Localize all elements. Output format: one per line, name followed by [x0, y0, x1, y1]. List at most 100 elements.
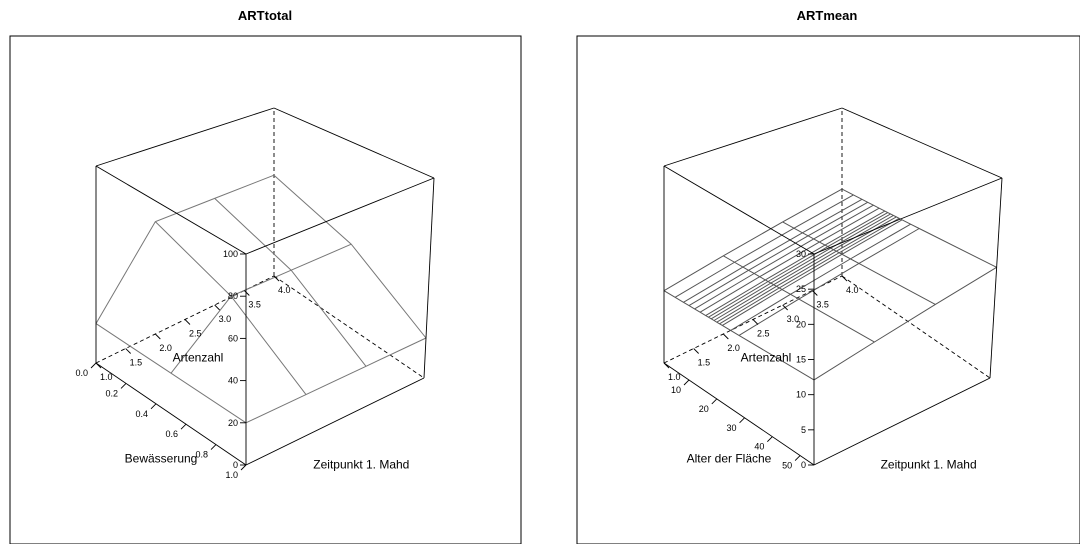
surface-line-x [154, 221, 307, 395]
x-tick-label: 1.0 [100, 372, 113, 382]
x-tick-mark [782, 304, 788, 311]
z-axis-label: Artenzahl [741, 351, 792, 365]
surface-line-y [719, 217, 900, 325]
surface-line-x [723, 255, 875, 343]
surface-line-y [730, 223, 911, 331]
x-tick-label: 3.0 [787, 314, 800, 324]
y-tick-mark [683, 379, 690, 386]
box-edge-top-front [813, 177, 1003, 255]
x-tick-mark [184, 319, 191, 325]
z-tick-label: 20 [796, 319, 806, 329]
x-tick-label: 1.5 [698, 358, 711, 368]
z-tick-label: 0 [801, 460, 806, 470]
x-tick-label: 1.5 [130, 358, 143, 368]
panel-artmean: ARTmean 0 5 10 15 20 25 30 Artenzahl 10 20 30 40 50 A… [576, 8, 1080, 544]
surface-line-y [663, 188, 843, 292]
surface-line-x [214, 198, 367, 367]
x-tick-label: 3.5 [248, 300, 261, 310]
y-tick-mark [180, 423, 187, 430]
z-tick-label: 25 [796, 284, 806, 294]
z-tick-label: 10 [796, 390, 806, 400]
x-tick-mark [663, 362, 670, 369]
box-hidden-edge-right-bottom [273, 275, 425, 379]
z-tick-label: 100 [223, 249, 238, 259]
x-tick-mark [125, 348, 131, 354]
x-axis-label: Zeitpunkt 1. Mahd [881, 458, 977, 472]
x-tick-mark [244, 290, 250, 296]
chart-title-arttotal: ARTtotal [238, 8, 292, 23]
box-edge-top-left [95, 165, 247, 255]
surface-line-y [95, 174, 275, 324]
surface-line-y [674, 194, 854, 298]
surface-line-x [841, 188, 997, 268]
surface-line-y [688, 201, 868, 307]
z-tick-label: 20 [228, 418, 238, 428]
x-tick-mark [155, 333, 161, 340]
y-tick-mark [210, 444, 217, 450]
box-edge-left-bottom [95, 362, 247, 466]
y-tick-label: 10 [671, 385, 681, 395]
surface-line-y [683, 198, 863, 303]
surface-line-y [813, 266, 997, 381]
surface-mesh [663, 188, 997, 381]
box-edge-top-right [273, 107, 435, 179]
z-axis-label: Artenzahl [173, 351, 224, 365]
x-tick-label: 2.0 [159, 343, 172, 353]
y-tick-mark [90, 362, 97, 369]
x-tick-mark [214, 304, 220, 311]
y-tick-label: 20 [699, 404, 709, 414]
chart-title-artmean: ARTmean [797, 8, 858, 23]
surface-mesh [95, 174, 427, 424]
y-tick-label: 0.8 [195, 450, 208, 460]
x-tick-mark [812, 290, 818, 296]
z-tick-label: 5 [801, 425, 806, 435]
y-axis-label: Alter der Fläche [687, 451, 772, 465]
x-tick-label: 4.0 [846, 285, 859, 295]
box-edge-top-right [841, 107, 1003, 179]
x-tick-label: 2.5 [757, 329, 770, 339]
surface-line-y [694, 204, 874, 310]
x-tick-mark [693, 348, 699, 354]
x-tick-label: 1.0 [668, 372, 681, 382]
box-edge-right-vertical [423, 177, 435, 379]
x-tick-label: 3.5 [816, 300, 829, 310]
surface-line-y [738, 228, 920, 336]
x-tick-mark [95, 362, 102, 369]
z-tick-label: 60 [228, 333, 238, 343]
surface-line-y [710, 213, 891, 320]
y-tick-label: 0.2 [105, 388, 118, 398]
x-tick-label: 4.0 [278, 285, 291, 295]
y-tick-label: 0.0 [75, 368, 88, 378]
box-edge-front-bottom [813, 377, 991, 466]
z-tick-label: 40 [228, 376, 238, 386]
plot-frame-right [576, 35, 1080, 544]
surface-line-y [245, 337, 427, 424]
surface-line-y [699, 207, 880, 313]
x-tick-label: 2.5 [189, 329, 202, 339]
x-tick-mark [723, 333, 729, 340]
x-tick-label: 3.0 [219, 314, 232, 324]
y-tick-mark [240, 464, 247, 471]
y-tick-mark [120, 383, 127, 389]
surface-line-x [663, 290, 815, 381]
box-hidden-edge-right-bottom [841, 275, 991, 379]
y-tick-label: 1.0 [225, 470, 238, 480]
y-tick-mark [711, 398, 718, 405]
y-tick-label: 50 [782, 461, 792, 471]
z-tick-label: 30 [796, 249, 806, 259]
z-tick-label: 0 [233, 460, 238, 470]
plot-frame-left [9, 35, 522, 544]
surface-line-y [170, 243, 352, 374]
surface-line-y [705, 210, 886, 316]
y-tick-label: 40 [754, 442, 764, 452]
box-edge-front-bottom [245, 377, 425, 466]
x-tick-mark [752, 319, 759, 325]
y-tick-mark [150, 403, 157, 410]
box-edge-top-front [245, 177, 435, 255]
y-tick-label: 30 [727, 423, 737, 433]
box-edge-left-bottom [663, 362, 815, 466]
y-tick-label: 0.6 [165, 429, 178, 439]
x-tick-label: 2.0 [727, 343, 740, 353]
y-tick-mark [794, 455, 801, 461]
